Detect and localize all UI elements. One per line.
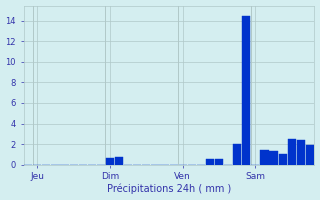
Bar — [106, 158, 114, 165]
Bar — [306, 145, 314, 165]
X-axis label: Précipitations 24h ( mm ): Précipitations 24h ( mm ) — [107, 184, 231, 194]
Bar — [269, 151, 278, 165]
Bar — [215, 159, 223, 165]
Bar — [288, 139, 296, 165]
Bar — [278, 154, 287, 165]
Bar — [233, 144, 241, 165]
Bar — [260, 150, 268, 165]
Bar — [206, 159, 214, 165]
Bar — [297, 140, 305, 165]
Bar — [242, 16, 250, 165]
Bar — [115, 157, 123, 165]
